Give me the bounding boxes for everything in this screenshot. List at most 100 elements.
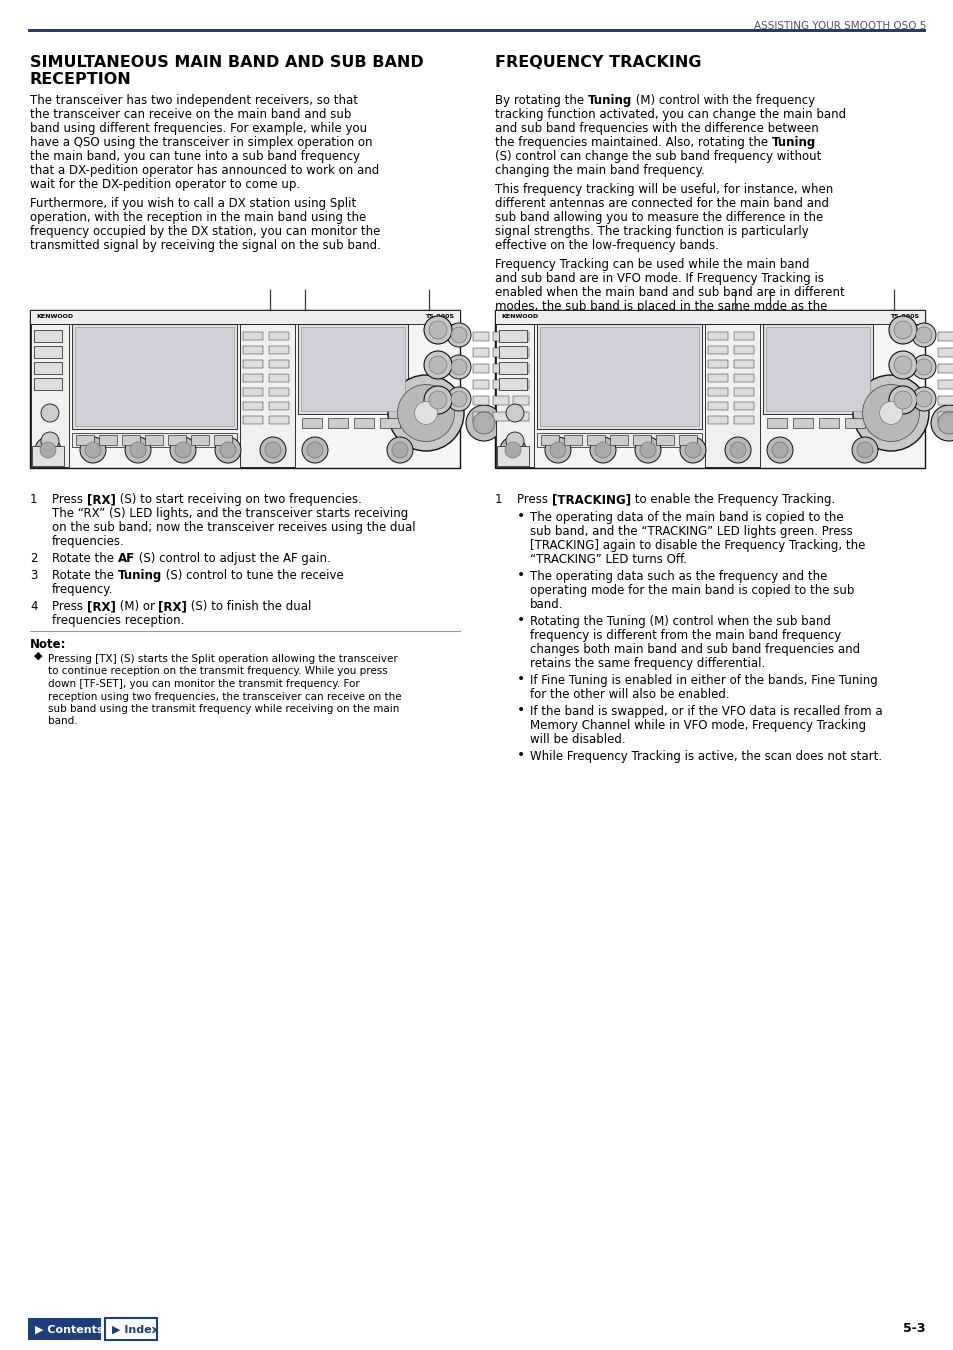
Circle shape <box>465 405 501 441</box>
Circle shape <box>451 392 467 406</box>
Bar <box>497 446 529 466</box>
Text: Frequency Tracking can be used while the main band: Frequency Tracking can be used while the… <box>495 258 809 271</box>
Text: sub band using the transmit frequency while receiving on the main: sub band using the transmit frequency wh… <box>48 703 399 714</box>
Circle shape <box>595 441 610 458</box>
Bar <box>269 387 289 396</box>
Bar <box>243 402 263 410</box>
Bar <box>145 435 163 446</box>
Text: frequencies.: frequencies. <box>52 535 125 548</box>
Bar <box>493 412 509 421</box>
Text: KENWOOD: KENWOOD <box>36 315 73 320</box>
Bar <box>707 360 727 369</box>
Text: (S) control to tune the receive: (S) control to tune the receive <box>162 568 343 582</box>
Bar <box>34 346 62 358</box>
Text: Tuning: Tuning <box>587 95 632 107</box>
Circle shape <box>447 323 471 347</box>
Circle shape <box>392 441 408 458</box>
Bar <box>498 346 526 358</box>
Circle shape <box>635 437 660 463</box>
Bar <box>473 396 489 405</box>
Bar <box>563 435 581 446</box>
Bar <box>473 332 489 342</box>
Text: modes, the sub band is placed in the same mode as the: modes, the sub band is placed in the sam… <box>495 300 826 313</box>
Bar <box>707 374 727 382</box>
Text: If the band is swapped, or if the VFO data is recalled from a: If the band is swapped, or if the VFO da… <box>530 705 882 718</box>
Circle shape <box>729 441 745 458</box>
Text: operating mode for the main band is copied to the sub: operating mode for the main band is copi… <box>530 585 854 597</box>
Text: wait for the DX-pedition operator to come up.: wait for the DX-pedition operator to com… <box>30 178 300 190</box>
Circle shape <box>504 441 520 458</box>
Circle shape <box>915 392 931 406</box>
Text: and sub band frequencies with the difference between: and sub band frequencies with the differ… <box>495 122 818 135</box>
Bar <box>269 346 289 354</box>
Circle shape <box>856 441 872 458</box>
Text: (S) control to adjust the AF gain.: (S) control to adjust the AF gain. <box>134 552 331 566</box>
Text: •: • <box>517 509 525 522</box>
Bar <box>818 418 838 428</box>
Text: Note:: Note: <box>30 639 67 651</box>
Bar <box>301 327 405 410</box>
Bar <box>765 327 869 410</box>
Text: TS-990S: TS-990S <box>424 315 454 320</box>
Bar <box>766 418 786 428</box>
Bar <box>354 418 374 428</box>
Bar <box>30 324 69 467</box>
Bar <box>679 435 697 446</box>
Text: on the sub band; now the transceiver receives using the dual: on the sub band; now the transceiver rec… <box>52 521 416 535</box>
Circle shape <box>473 412 495 433</box>
Text: TS-990S: TS-990S <box>889 315 918 320</box>
Text: ◆: ◆ <box>34 651 43 661</box>
Circle shape <box>499 437 525 463</box>
Circle shape <box>85 441 101 458</box>
Bar <box>937 332 953 342</box>
Bar <box>496 324 534 467</box>
Circle shape <box>80 437 106 463</box>
Circle shape <box>679 437 705 463</box>
Circle shape <box>544 437 571 463</box>
Text: (S) to start receiving on two frequencies.: (S) to start receiving on two frequencie… <box>115 493 361 506</box>
Bar <box>537 433 701 447</box>
Text: will be disabled.: will be disabled. <box>530 733 625 747</box>
Text: and sub band are in VFO mode. If Frequency Tracking is: and sub band are in VFO mode. If Frequen… <box>495 271 823 285</box>
Text: The transceiver has two independent receivers, so that: The transceiver has two independent rece… <box>30 95 357 107</box>
Text: sub band, and the “TRACKING” LED lights green. Press: sub band, and the “TRACKING” LED lights … <box>530 525 852 539</box>
Text: Rotating the Tuning (M) control when the sub band: Rotating the Tuning (M) control when the… <box>530 616 830 628</box>
Circle shape <box>505 432 523 450</box>
Text: the frequencies maintained. Also, rotating the: the frequencies maintained. Also, rotati… <box>495 136 771 148</box>
Text: enabled when the main band and sub band are in different: enabled when the main band and sub band … <box>495 286 843 298</box>
Bar <box>76 435 94 446</box>
Bar <box>937 364 953 373</box>
Circle shape <box>852 375 928 451</box>
Circle shape <box>307 441 323 458</box>
Text: 1: 1 <box>495 493 502 506</box>
Bar <box>937 412 953 421</box>
Text: frequency occupied by the DX station, you can monitor the: frequency occupied by the DX station, yo… <box>30 225 380 238</box>
Bar <box>122 435 140 446</box>
Text: •: • <box>517 748 525 761</box>
Circle shape <box>447 355 471 379</box>
Text: 3: 3 <box>30 568 37 582</box>
Bar <box>243 332 263 340</box>
Text: If Fine Tuning is enabled in either of the bands, Fine Tuning: If Fine Tuning is enabled in either of t… <box>530 674 877 687</box>
Bar <box>99 435 117 446</box>
Bar <box>34 378 62 390</box>
Bar <box>473 379 489 389</box>
Bar <box>269 374 289 382</box>
Circle shape <box>451 327 467 343</box>
Circle shape <box>423 386 452 414</box>
Bar <box>243 360 263 369</box>
Circle shape <box>639 441 656 458</box>
Circle shape <box>447 387 471 410</box>
Bar <box>537 324 701 429</box>
Text: Tuning: Tuning <box>771 136 815 148</box>
Bar <box>656 435 673 446</box>
Bar <box>733 346 753 354</box>
Bar <box>733 387 753 396</box>
Text: While Frequency Tracking is active, the scan does not start.: While Frequency Tracking is active, the … <box>530 751 882 763</box>
Text: [TRACKING]: [TRACKING] <box>551 493 630 506</box>
Bar <box>498 378 526 390</box>
Bar <box>540 435 558 446</box>
Circle shape <box>302 437 328 463</box>
Text: Pressing [TX] (S) starts the Split operation allowing the transceiver: Pressing [TX] (S) starts the Split opera… <box>48 653 397 664</box>
Bar <box>493 364 509 373</box>
